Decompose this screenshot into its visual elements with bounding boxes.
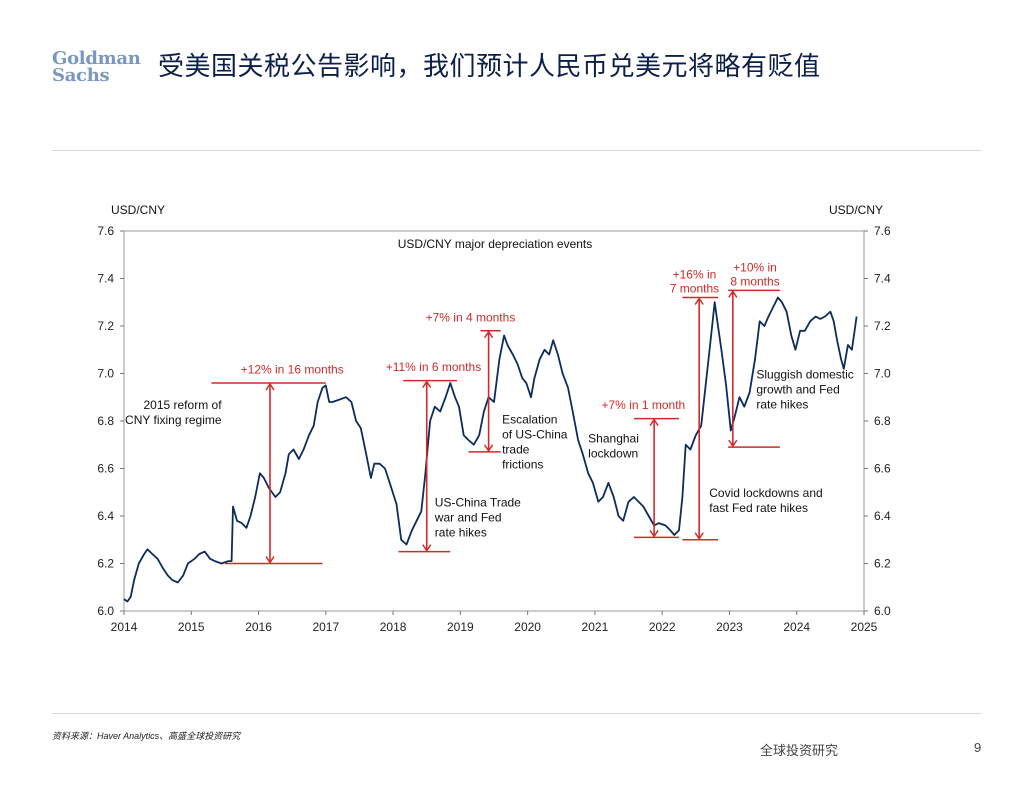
annotation-arrow-up: [422, 380, 432, 389]
annotation-label: +11% in 6 months: [386, 360, 482, 374]
event-note: rate hikes: [435, 526, 487, 540]
y-tick-label-right: 7.6: [874, 224, 891, 238]
y-tick-label-left: 7.4: [97, 272, 114, 286]
page-title: 受美国关税公告影响，我们预计人民币兑美元将略有贬值: [158, 52, 821, 82]
annotation-label: +12% in 16 months: [241, 363, 344, 377]
y-tick-label-right: 6.0: [874, 604, 891, 618]
y-tick-label-right: 7.2: [874, 319, 891, 333]
event-note: trade: [502, 442, 530, 456]
annotation-arrow-down: [649, 529, 659, 538]
chart-annotations: +12% in 16 months +11% in 6 months +7% in …: [211, 260, 780, 565]
event-note: fast Fed rate hikes: [709, 501, 808, 515]
y-tick-label-right: 7.0: [874, 367, 891, 381]
annotation-label: +10% in: [733, 260, 777, 274]
y-tick-label-right: 6.6: [874, 462, 891, 476]
x-tick-label: 2019: [447, 620, 474, 634]
event-note: of US-China: [502, 427, 568, 441]
annotation-arrow-down: [265, 556, 275, 564]
x-tick-label: 2014: [111, 620, 138, 634]
annotation-arrow-up: [649, 418, 659, 427]
event-note: Escalation: [502, 412, 557, 426]
annotation-arrow-up: [728, 290, 738, 298]
annotation-arrow-down: [422, 544, 432, 552]
x-tick-label: 2024: [783, 620, 810, 634]
page-number: 9: [974, 740, 982, 755]
event-note: Covid lockdowns and: [709, 486, 822, 500]
y-tick-label-right: 6.8: [874, 414, 891, 428]
event-note: US-China Trade: [435, 496, 521, 510]
y-axis-label-left: USD/CNY: [111, 203, 165, 217]
event-note: lockdown: [588, 446, 638, 460]
annotation-arrow-down: [483, 444, 494, 453]
chart-axes: 6.0 6.0 6.2 6.2 6.4 6.4 6.6 6.6 6.8 6.8 7.0 7.0 7.2 7…: [97, 224, 891, 634]
annotation-label: 7 months: [670, 282, 719, 296]
footer-divider: [52, 713, 982, 714]
annotation-label: 8 months: [730, 274, 779, 288]
annotation-arrow-up: [483, 330, 494, 339]
annotation-label: +7% in 1 month: [601, 398, 685, 412]
chart-series: [123, 296, 858, 603]
x-tick-label: 2015: [178, 620, 205, 634]
annotation-label: +7% in 4 months: [426, 310, 516, 324]
x-tick-label: 2018: [380, 620, 407, 634]
series-line-usd-cny: [123, 296, 858, 603]
y-axis-label-right: USD/CNY: [829, 203, 883, 217]
y-tick-label-left: 7.0: [97, 367, 114, 381]
x-tick-label: 2020: [514, 620, 541, 634]
y-tick-label-left: 7.2: [97, 319, 114, 333]
event-note: 2015 reform of: [143, 398, 222, 412]
goldman-sachs-logo: Goldman Sachs: [52, 48, 142, 86]
x-tick-label: 2017: [312, 620, 339, 634]
y-tick-label-left: 6.0: [97, 604, 114, 618]
footer-brand: 全球投资研究: [760, 744, 839, 759]
annotation-arrow-up: [694, 297, 704, 305]
chart-title: USD/CNY major depreciation events: [398, 237, 593, 251]
annotation-label: +16% in: [673, 268, 717, 282]
annotation-arrow-up: [265, 382, 275, 391]
event-note: CNY fixing regime: [125, 413, 222, 427]
x-tick-label: 2022: [649, 620, 676, 634]
y-tick-label-left: 6.6: [97, 462, 114, 476]
y-tick-label-left: 6.2: [97, 557, 114, 571]
event-note: Sluggish domestic: [756, 367, 853, 381]
logo-line-1: Goldman: [52, 48, 141, 69]
event-note: war and Fed: [434, 511, 502, 525]
source-note: 资料来源：Haver Analytics、高盛全球投资研究: [52, 731, 241, 741]
y-tick-label-left: 6.8: [97, 414, 114, 428]
y-tick-label-right: 6.2: [874, 557, 891, 571]
x-tick-label: 2016: [245, 620, 272, 634]
event-note: frictions: [502, 457, 543, 471]
y-tick-label-right: 6.4: [874, 509, 891, 523]
x-tick-label: 2025: [851, 620, 878, 634]
event-note: growth and Fed: [756, 382, 839, 396]
y-tick-label-left: 6.4: [97, 509, 114, 523]
logo-line-2: Sachs: [52, 65, 110, 86]
event-note: Shanghai: [588, 431, 639, 445]
annotation-arrow-down: [694, 532, 704, 541]
event-note: rate hikes: [756, 397, 808, 411]
y-tick-label-left: 7.6: [97, 224, 114, 238]
x-tick-label: 2023: [716, 620, 743, 634]
header-divider: [52, 150, 982, 151]
x-tick-label: 2021: [582, 620, 609, 634]
y-tick-label-right: 7.4: [874, 272, 891, 286]
annotation-arrow-down: [728, 439, 738, 448]
